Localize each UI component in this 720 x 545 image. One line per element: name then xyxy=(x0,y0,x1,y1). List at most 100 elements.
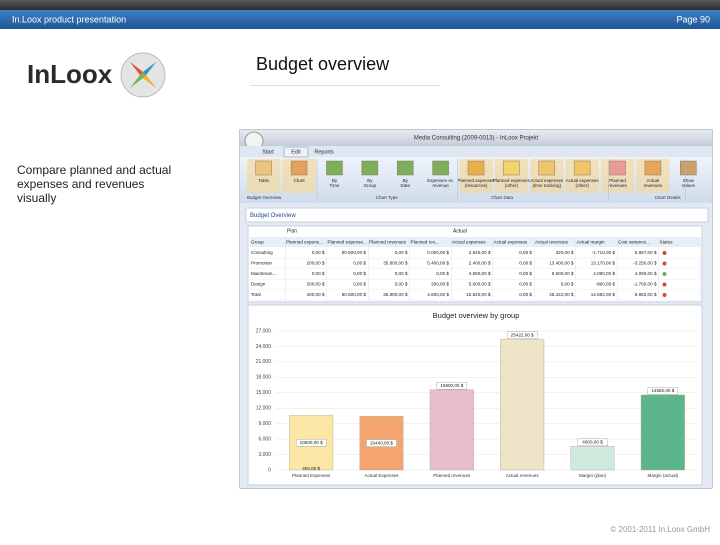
slide-title: Budget overview xyxy=(256,54,390,74)
button-icon xyxy=(433,161,449,175)
logo-icon xyxy=(121,53,165,97)
cell: -1.710,00 $ xyxy=(592,250,616,255)
footer: © 2001-2011 In.Loox GmbH xyxy=(610,525,710,534)
title-rule xyxy=(250,85,440,86)
cell: 200,00 $ xyxy=(431,282,449,287)
logo-text: InLoox xyxy=(27,59,113,89)
ribbon-group-label: Chart Type xyxy=(376,195,398,200)
cell: 2.400,00 $ xyxy=(469,261,491,266)
group-header: Actual xyxy=(453,228,467,234)
cell: 400,00 $ xyxy=(307,292,325,297)
y-tick-label: 24.000 xyxy=(256,344,272,350)
bar xyxy=(430,390,474,470)
value-label: 10440,00 $ xyxy=(370,440,393,445)
button-label: Chart xyxy=(294,178,306,183)
status-indicator xyxy=(663,283,667,287)
ribbon-separator xyxy=(608,159,609,201)
cell: 0,00 $ xyxy=(519,292,532,297)
x-tick-label: Margin (actual) xyxy=(648,473,679,478)
annotation: 400,00 $ xyxy=(302,466,320,471)
button-icon xyxy=(468,161,484,175)
cell: 0,00 $ xyxy=(312,271,325,276)
cell: 9.982,00 $ xyxy=(635,292,657,297)
y-tick-label: 3.000 xyxy=(258,452,271,458)
cell: 5.600,00 $ xyxy=(469,282,491,287)
cell: Promotion xyxy=(251,261,272,266)
button-label: Table xyxy=(258,178,269,183)
cell: -860,00 $ xyxy=(596,282,616,287)
button-icon xyxy=(397,161,413,175)
cell: 0,00 $ xyxy=(353,271,366,276)
tab-row xyxy=(240,146,712,157)
column-header: Actual margin xyxy=(577,240,606,245)
cell: -1.760,00 $ xyxy=(633,282,657,287)
ribbon-group-label: Chart Details xyxy=(655,195,682,200)
bar xyxy=(641,395,685,470)
column-header: Planned rev... xyxy=(411,240,439,245)
ribbon-group-label: Budget Overview xyxy=(247,195,282,200)
cell: 0,00 $ xyxy=(353,261,366,266)
status-indicator xyxy=(663,293,667,297)
cell: 0,00 $ xyxy=(436,271,449,276)
x-tick-label: Planned revenues xyxy=(433,473,471,478)
ribbon-separator xyxy=(317,159,318,201)
cell: 320,00 $ xyxy=(556,250,574,255)
cell: 0,00 $ xyxy=(312,250,325,255)
cell: -3.250,00 $ xyxy=(633,261,657,266)
y-tick-label: 15.000 xyxy=(256,390,272,396)
tab[interactable]: Edit xyxy=(291,149,301,155)
cell: 0,00 $ xyxy=(395,282,408,287)
cell: 4.090,00 $ xyxy=(635,271,657,276)
value-label: 25422,00 $ xyxy=(511,332,534,337)
button-icon xyxy=(574,161,590,175)
column-header: Cost variance... xyxy=(618,240,650,245)
button-icon xyxy=(680,161,696,175)
cell: 35.800,00 $ xyxy=(383,261,408,266)
value-label: 14582,00 $ xyxy=(651,388,674,393)
y-tick-label: 9.000 xyxy=(258,421,271,427)
column-header: Actual revenues xyxy=(535,240,569,245)
button-icon xyxy=(326,161,342,175)
x-tick-label: Planned Expenses xyxy=(292,473,331,478)
cell: 25.422,00 $ xyxy=(549,292,574,297)
column-header: Status xyxy=(660,240,674,245)
group-header: Plan xyxy=(287,228,297,234)
status-indicator xyxy=(663,262,667,266)
cell: 80.600,00 $ xyxy=(342,292,367,297)
cell: 5.867,00 $ xyxy=(635,250,657,255)
column-header: Actual expenses xyxy=(452,240,486,245)
cell: 5.400,00 $ xyxy=(427,261,449,266)
cell: 0,00 $ xyxy=(353,282,366,287)
column-header: Actual expenses xyxy=(494,240,528,245)
y-tick-label: 12.000 xyxy=(256,406,272,412)
cell: 13.170,00 $ xyxy=(591,261,616,266)
cell: 14.582,00 $ xyxy=(591,292,616,297)
value-label: 15600,00 $ xyxy=(440,383,463,388)
panel-title: Budget Overview xyxy=(250,213,296,219)
cell: 0,00 $ xyxy=(395,271,408,276)
cell: 4.600,00 $ xyxy=(427,292,449,297)
bar xyxy=(571,446,615,470)
tab[interactable]: Start xyxy=(262,149,274,155)
cell: Total xyxy=(251,292,261,297)
column-header: Planned expens... xyxy=(286,240,323,245)
cell: 0,00 $ xyxy=(519,282,532,287)
top-strip xyxy=(0,0,720,10)
panel-header xyxy=(246,208,708,222)
bar xyxy=(500,339,544,470)
cell: 13.400,00 $ xyxy=(549,261,574,266)
button-icon xyxy=(256,161,272,175)
cell: Consulting xyxy=(251,250,273,255)
button-icon xyxy=(610,161,626,175)
value-label: 4600,00 $ xyxy=(582,440,603,445)
button-icon xyxy=(503,161,519,175)
cell: 4.950,00 $ xyxy=(469,271,491,276)
cell: 9.500,00 $ xyxy=(552,271,574,276)
ribbon-separator xyxy=(685,159,686,201)
column-header: Planned revenues xyxy=(369,240,407,245)
tab[interactable]: Reports xyxy=(314,149,334,155)
y-tick-label: 21.000 xyxy=(256,359,272,365)
